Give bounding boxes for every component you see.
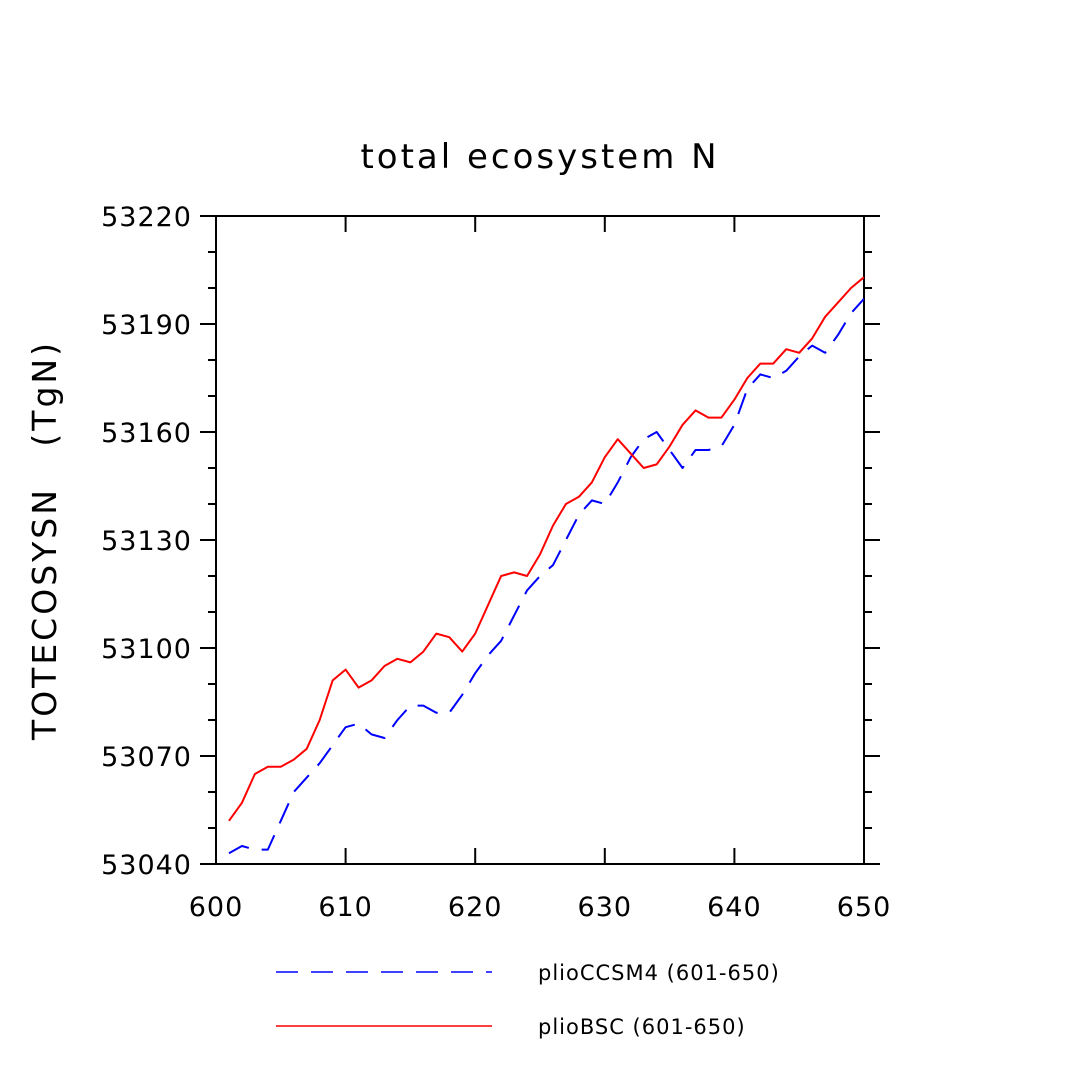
y-tick-label: 53070 — [101, 742, 192, 773]
series-line-1 — [228, 276, 865, 822]
x-tick-label: 600 — [189, 892, 244, 923]
y-axis-label: TOTECOSYSN (TgN) — [25, 340, 64, 741]
y-tick-label: 53100 — [101, 634, 192, 665]
series-lines — [228, 276, 865, 855]
y-tick-label: 53130 — [101, 526, 192, 557]
x-tick-label: 650 — [837, 892, 892, 923]
y-tick-label: 53040 — [101, 850, 192, 881]
y-tick-label: 53220 — [101, 202, 192, 233]
chart-title: total ecosystem N — [360, 137, 719, 177]
axis-ticks — [200, 215, 880, 865]
x-tick-label: 620 — [448, 892, 503, 923]
plot-frame — [215, 215, 865, 865]
y-tick-label: 53160 — [101, 418, 192, 449]
x-tick-label: 610 — [318, 892, 373, 923]
tick-labels: 600 610 620 630 640 650 53040 53070 53100 53130 53… — [101, 202, 892, 923]
x-tick-label: 630 — [578, 892, 633, 923]
x-tick-label: 640 — [707, 892, 762, 923]
y-tick-label: 53190 — [101, 310, 192, 341]
series-line-0 — [228, 298, 865, 855]
legend-label-1: plioBSC (601-650) — [538, 1015, 746, 1039]
legend-label-0: plioCCSM4 (601-650) — [538, 961, 780, 985]
legend: plioCCSM4 (601-650) plioBSC (601-650) — [276, 961, 780, 1039]
